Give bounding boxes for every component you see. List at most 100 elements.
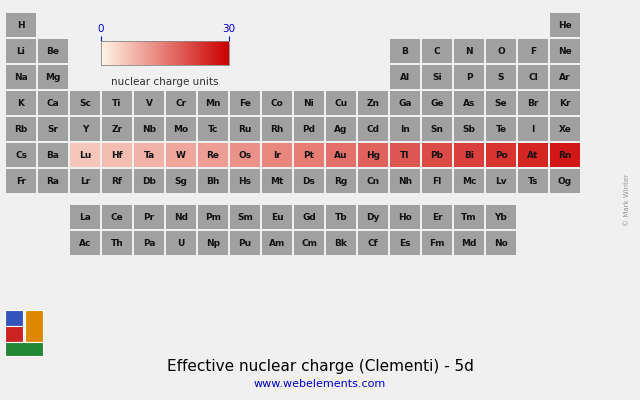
Bar bbox=[38, 143, 68, 167]
Text: Hf: Hf bbox=[111, 150, 123, 160]
Bar bbox=[262, 117, 292, 141]
Bar bbox=[6, 91, 36, 115]
Bar bbox=[486, 117, 516, 141]
Text: Pb: Pb bbox=[431, 150, 444, 160]
Text: Ne: Ne bbox=[558, 46, 572, 56]
Bar bbox=[166, 91, 196, 115]
Bar bbox=[518, 143, 548, 167]
Bar bbox=[262, 91, 292, 115]
Bar bbox=[326, 91, 356, 115]
Bar bbox=[486, 169, 516, 193]
Text: Cd: Cd bbox=[367, 124, 380, 134]
Bar bbox=[134, 169, 164, 193]
Bar bbox=[230, 91, 260, 115]
Text: Effective nuclear charge (Clementi) - 5d: Effective nuclear charge (Clementi) - 5d bbox=[166, 358, 474, 374]
Text: Pd: Pd bbox=[303, 124, 316, 134]
Bar bbox=[6, 143, 36, 167]
Bar bbox=[550, 13, 580, 37]
Text: Mc: Mc bbox=[462, 176, 476, 186]
Text: Ru: Ru bbox=[238, 124, 252, 134]
Text: Ac: Ac bbox=[79, 238, 91, 248]
Bar bbox=[358, 205, 388, 229]
Text: Rn: Rn bbox=[558, 150, 572, 160]
Text: Cn: Cn bbox=[367, 176, 380, 186]
Bar bbox=[550, 91, 580, 115]
Bar bbox=[550, 39, 580, 63]
Text: Rg: Rg bbox=[334, 176, 348, 186]
Text: Db: Db bbox=[142, 176, 156, 186]
Text: H: H bbox=[17, 20, 25, 30]
Text: Pm: Pm bbox=[205, 212, 221, 222]
Text: Fr: Fr bbox=[16, 176, 26, 186]
Bar bbox=[550, 169, 580, 193]
Text: Og: Og bbox=[558, 176, 572, 186]
Bar bbox=[550, 117, 580, 141]
Bar bbox=[70, 117, 100, 141]
Text: I: I bbox=[531, 124, 534, 134]
Bar bbox=[454, 205, 484, 229]
Text: Er: Er bbox=[432, 212, 442, 222]
Text: F: F bbox=[530, 46, 536, 56]
Bar bbox=[486, 205, 516, 229]
Text: Cu: Cu bbox=[335, 98, 348, 108]
Text: Pr: Pr bbox=[143, 212, 155, 222]
Text: Po: Po bbox=[495, 150, 508, 160]
Bar bbox=[358, 231, 388, 255]
Text: Ba: Ba bbox=[47, 150, 60, 160]
Bar bbox=[422, 65, 452, 89]
Bar bbox=[294, 117, 324, 141]
Bar bbox=[5, 342, 43, 356]
Bar bbox=[454, 91, 484, 115]
Text: Tl: Tl bbox=[400, 150, 410, 160]
Bar bbox=[422, 143, 452, 167]
Text: Ni: Ni bbox=[303, 98, 314, 108]
Text: Lu: Lu bbox=[79, 150, 91, 160]
Text: Ag: Ag bbox=[334, 124, 348, 134]
Bar bbox=[198, 169, 228, 193]
Bar bbox=[198, 117, 228, 141]
Bar bbox=[422, 231, 452, 255]
Text: Kr: Kr bbox=[559, 98, 571, 108]
Bar bbox=[358, 143, 388, 167]
Text: Cs: Cs bbox=[15, 150, 27, 160]
Bar bbox=[262, 231, 292, 255]
Bar bbox=[6, 13, 36, 37]
Bar bbox=[38, 65, 68, 89]
Bar bbox=[454, 65, 484, 89]
Bar bbox=[6, 117, 36, 141]
Text: Bk: Bk bbox=[335, 238, 348, 248]
Text: Sn: Sn bbox=[431, 124, 444, 134]
Bar bbox=[486, 231, 516, 255]
Text: Cf: Cf bbox=[368, 238, 378, 248]
Bar bbox=[134, 231, 164, 255]
Bar bbox=[38, 91, 68, 115]
Text: In: In bbox=[400, 124, 410, 134]
Text: Bi: Bi bbox=[464, 150, 474, 160]
Bar bbox=[294, 205, 324, 229]
Bar bbox=[262, 143, 292, 167]
Bar bbox=[422, 169, 452, 193]
Bar bbox=[326, 205, 356, 229]
Text: At: At bbox=[527, 150, 539, 160]
Text: Lr: Lr bbox=[80, 176, 90, 186]
Bar bbox=[230, 169, 260, 193]
Bar bbox=[294, 91, 324, 115]
Bar bbox=[326, 231, 356, 255]
Bar bbox=[454, 117, 484, 141]
Bar bbox=[390, 169, 420, 193]
Text: C: C bbox=[434, 46, 440, 56]
Text: Rh: Rh bbox=[270, 124, 284, 134]
Bar bbox=[454, 231, 484, 255]
Bar bbox=[422, 117, 452, 141]
Text: Ts: Ts bbox=[528, 176, 538, 186]
Bar bbox=[166, 205, 196, 229]
Text: Hs: Hs bbox=[239, 176, 252, 186]
Text: Tm: Tm bbox=[461, 212, 477, 222]
Text: Fe: Fe bbox=[239, 98, 251, 108]
Text: Ds: Ds bbox=[303, 176, 316, 186]
Text: W: W bbox=[176, 150, 186, 160]
Text: Al: Al bbox=[400, 72, 410, 82]
Bar bbox=[198, 143, 228, 167]
Text: Sg: Sg bbox=[175, 176, 188, 186]
Bar bbox=[198, 231, 228, 255]
